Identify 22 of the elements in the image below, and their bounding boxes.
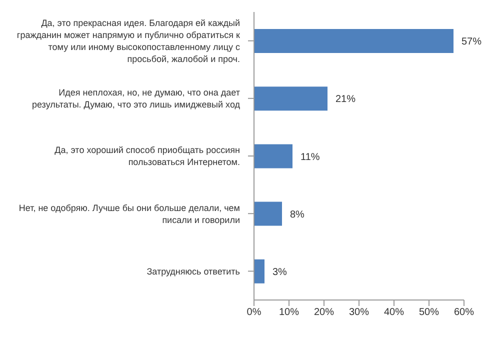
data-label: 11% [300, 152, 320, 163]
bar [254, 144, 292, 168]
x-tick-label: 20% [314, 307, 334, 318]
y-tick-label: Да, это хороший способ приобщать россиян пользоваться Интернетом. [54, 145, 240, 168]
bar [254, 86, 328, 111]
x-tick-label: 10% [278, 307, 300, 318]
y-tick-label: Нет, не одобряю. Лучше бы они больше делали, чем писали и говорили [18, 202, 240, 225]
bar [254, 259, 264, 284]
x-tick-label: 30% [348, 307, 370, 318]
data-label: 3% [272, 266, 288, 278]
x-tick-label: 40% [384, 307, 404, 318]
x-tick-label: 0% [246, 307, 262, 318]
data-label: 57% [462, 36, 482, 48]
y-tick-label: Идея неплохая, но, не думаю, что она дает результаты. Думаю, что это лишь имиджевый ход [32, 88, 241, 110]
x-tick-label: 50% [418, 307, 440, 318]
y-tick-label: Да, это прекрасная идея. Благодаря ей каждый гражданин может напрямую и публично обратиться к тому или иному высокопоставленному лицу с просьбой, жалобой и проч. [16, 18, 240, 64]
data-label: 8% [290, 209, 305, 220]
y-tick-label: Затрудняюсь ответить [146, 266, 240, 276]
bar [254, 202, 282, 226]
x-tick-label: 60% [454, 307, 474, 318]
bar [254, 29, 454, 53]
data-label: 21% [336, 94, 356, 106]
